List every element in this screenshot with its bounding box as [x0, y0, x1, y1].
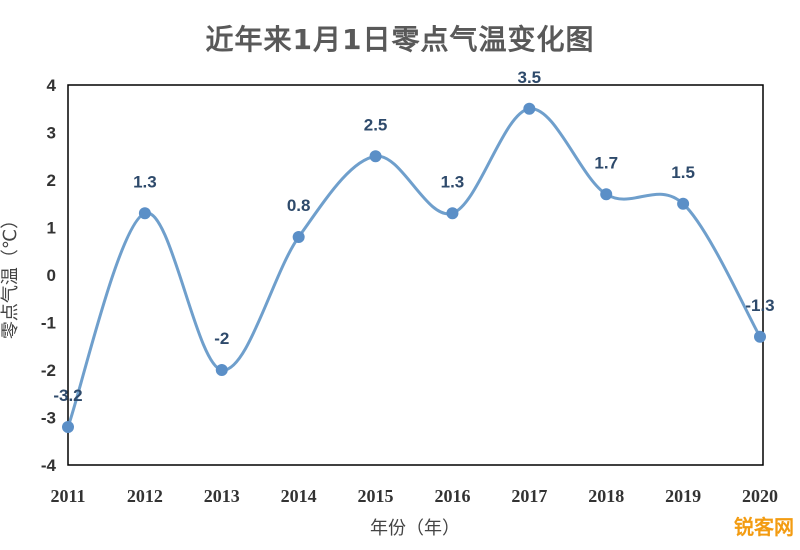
x-tick-label: 2013 [204, 486, 240, 506]
data-label: 1.3 [441, 172, 465, 191]
data-point [600, 188, 613, 201]
data-point [677, 197, 690, 210]
plot-frame [67, 84, 764, 466]
data-label: 1.7 [594, 153, 618, 172]
data-label: 2.5 [364, 115, 388, 134]
y-tick-label: 1 [47, 219, 56, 238]
watermark-logo: 锐客网 [734, 515, 794, 539]
x-tick-label: 2016 [434, 486, 470, 506]
plot-axes [67, 84, 764, 466]
x-tick-label: 2014 [281, 486, 317, 506]
y-axis-ticks: 4 3 2 1 0 -1 -2 -3 -4 [41, 76, 57, 475]
data-label: -2 [214, 329, 229, 348]
data-label: -3.2 [53, 386, 82, 405]
x-tick-label: 2015 [358, 486, 394, 506]
y-tick-label: -4 [41, 456, 57, 475]
y-tick-label: 0 [47, 266, 56, 285]
data-point [215, 364, 228, 376]
data-label: 3.5 [518, 68, 542, 87]
y-tick-label: 4 [47, 76, 57, 95]
chart-title: 近年来1月1日零点气温变化图 [205, 23, 595, 56]
data-point [369, 150, 382, 163]
x-axis-ticks: 2011 2012 2013 2014 2015 2016 2017 2018 2019 2020 [50, 486, 778, 506]
y-tick-label: -2 [41, 361, 56, 380]
data-point [446, 207, 459, 220]
data-label: 0.8 [287, 196, 311, 215]
y-tick-label: 3 [47, 124, 56, 143]
x-tick-label: 2012 [127, 486, 163, 506]
data-point [292, 231, 305, 243]
x-tick-label: 2011 [50, 486, 85, 506]
x-axis-title: 年份（年） [370, 518, 460, 539]
y-tick-label: -3 [41, 409, 56, 428]
data-point [523, 102, 536, 115]
x-tick-label: 2018 [588, 486, 624, 506]
data-labels: -3.2 1.3 -2 0.8 2.5 1.3 3.5 1.7 1.5 -1.3 [53, 68, 774, 405]
y-axis-title: 零点气温（℃） [0, 211, 21, 339]
y-tick-label: 2 [47, 171, 56, 190]
data-point [754, 330, 766, 343]
data-point [138, 207, 151, 220]
x-tick-label: 2019 [665, 486, 701, 506]
y-tick-label: -1 [41, 314, 56, 333]
series-line [66, 107, 762, 428]
data-point [62, 421, 74, 433]
x-tick-label: 2020 [742, 486, 778, 506]
data-label: 1.3 [133, 172, 157, 191]
data-points [62, 102, 766, 433]
data-label: 1.5 [671, 163, 695, 182]
x-tick-label: 2017 [511, 486, 547, 506]
data-label: -1.3 [745, 296, 774, 315]
